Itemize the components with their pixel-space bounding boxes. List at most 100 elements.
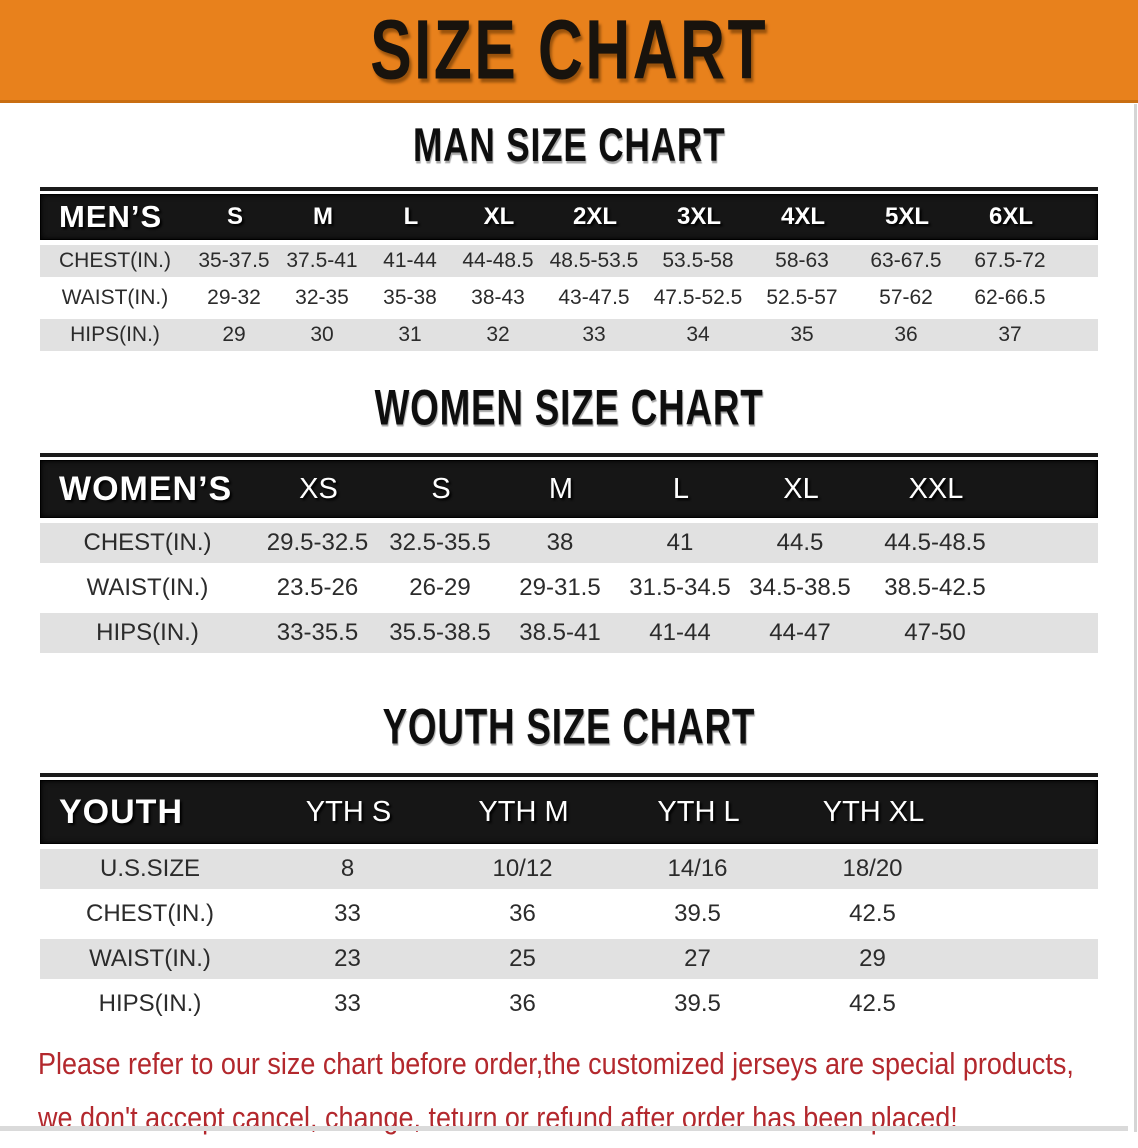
mens-size-6xl: 6XL xyxy=(988,203,1033,230)
size-value-cell: 33 xyxy=(582,323,606,346)
womens-size-m: M xyxy=(548,472,574,505)
mens-size-2xl: 2XL xyxy=(572,203,617,230)
youth-size-m: YTH M xyxy=(478,795,569,828)
page-right-edge-line xyxy=(1134,104,1137,1132)
youth-size-table: YOUTH YTH S YTH M YTH L YTH XL U.S.SIZE … xyxy=(40,773,1098,1024)
size-value-cell: 47.5-52.5 xyxy=(653,286,743,309)
size-value-cell: 37 xyxy=(998,323,1022,346)
banner: SIZE CHART xyxy=(0,0,1138,103)
youth-size-s: YTH S xyxy=(305,795,392,828)
size-value-cell: 38.5-41 xyxy=(519,619,601,646)
mens-size-table: MEN’S S M L XL 2XL 3XL 4XL 5XL 6XL CHEST… xyxy=(40,187,1098,351)
size-value-cell: 44-47 xyxy=(769,619,831,646)
size-value-cell: 52.5-57 xyxy=(766,286,838,309)
size-value-cell: 62-66.5 xyxy=(974,286,1046,309)
man-section-title: MAN SIZE CHART xyxy=(0,119,1138,172)
size-value-cell: 34 xyxy=(686,323,710,346)
size-value-cell: 42.5 xyxy=(849,990,896,1017)
size-value-cell: 10/12 xyxy=(492,855,553,882)
banner-title: SIZE CHART xyxy=(370,2,768,97)
size-value-cell: 26-29 xyxy=(409,574,471,601)
mens-header-row: MEN’S S M L XL 2XL 3XL 4XL 5XL 6XL xyxy=(40,194,1098,240)
size-value-cell: 38 xyxy=(546,529,574,556)
size-value-cell: 29-32 xyxy=(207,286,261,309)
size-value-cell: 31.5-34.5 xyxy=(629,574,731,601)
disclaimer-line-2: we don't accept cancel, change, teturn o… xyxy=(38,1094,1138,1148)
youth-section-title-text: YOUTH SIZE CHART xyxy=(382,697,756,755)
size-value-cell: 32 xyxy=(486,323,510,346)
size-value-cell: 14/16 xyxy=(667,855,728,882)
youth-table-topline xyxy=(40,773,1098,777)
youth-row-hips: HIPS(IN.) 33 36 39.5 42.5 xyxy=(40,984,1098,1024)
youth-section-title: YOUTH SIZE CHART xyxy=(0,697,1138,755)
womens-row-waist: WAIST(IN.) 23.5-26 26-29 29-31.5 31.5-34… xyxy=(40,568,1098,608)
youth-row-chest: CHEST(IN.) 33 36 39.5 42.5 xyxy=(40,894,1098,934)
man-section-title-text: MAN SIZE CHART xyxy=(412,119,726,172)
size-value-cell: 38.5-42.5 xyxy=(884,574,986,601)
womens-size-xs: XS xyxy=(299,472,338,505)
mens-size-m: M xyxy=(313,203,333,230)
womens-header-label: WOMEN’S xyxy=(59,469,233,508)
row-label: CHEST(IN.) xyxy=(86,900,214,927)
womens-size-xl: XL xyxy=(783,472,819,505)
size-value-cell: 31 xyxy=(398,323,422,346)
size-value-cell: 37.5-41 xyxy=(286,249,358,272)
row-label: WAIST(IN.) xyxy=(89,945,211,972)
mens-row-waist: WAIST(IN.) 29-32 32-35 35-38 38-43 43-47… xyxy=(40,282,1098,314)
size-value-cell: 33-35.5 xyxy=(276,619,359,646)
size-value-cell: 36 xyxy=(509,900,536,927)
size-value-cell: 35-38 xyxy=(383,286,437,309)
mens-size-s: S xyxy=(226,203,243,230)
size-value-cell: 33 xyxy=(334,900,361,927)
mens-header-label: MEN’S xyxy=(59,199,163,234)
disclaimer-line-1-text: Please refer to our size chart before or… xyxy=(38,1046,1074,1081)
mens-size-l: L xyxy=(403,203,419,230)
size-value-cell: 29 xyxy=(222,323,246,346)
size-value-cell: 32-35 xyxy=(295,286,349,309)
size-value-cell: 36 xyxy=(894,323,918,346)
size-value-cell: 29.5-32.5 xyxy=(266,529,369,556)
youth-header-row: YOUTH YTH S YTH M YTH L YTH XL xyxy=(40,780,1098,844)
size-value-cell: 39.5 xyxy=(674,990,721,1017)
size-value-cell: 39.5 xyxy=(674,900,721,927)
size-value-cell: 36 xyxy=(509,990,536,1017)
size-value-cell: 44-48.5 xyxy=(462,249,534,272)
size-value-cell: 23.5-26 xyxy=(276,574,359,601)
row-label: WAIST(IN.) xyxy=(61,286,169,309)
row-label: CHEST(IN.) xyxy=(59,249,171,272)
size-value-cell: 29-31.5 xyxy=(519,574,601,601)
disclaimer-line-1: Please refer to our size chart before or… xyxy=(38,1040,1138,1094)
row-label: HIPS(IN.) xyxy=(70,323,160,346)
row-label: U.S.SIZE xyxy=(99,855,201,882)
womens-row-hips: HIPS(IN.) 33-35.5 35.5-38.5 38.5-41 41-4… xyxy=(40,613,1098,653)
row-label: CHEST(IN.) xyxy=(83,529,212,556)
womens-table-topline xyxy=(40,453,1098,457)
size-value-cell: 42.5 xyxy=(849,900,896,927)
mens-size-3xl: 3XL xyxy=(676,203,721,230)
youth-header-label: YOUTH xyxy=(59,792,183,831)
womens-row-chest: CHEST(IN.) 29.5-32.5 32.5-35.5 38 41 44.… xyxy=(40,523,1098,563)
size-value-cell: 18/20 xyxy=(842,855,903,882)
size-value-cell: 25 xyxy=(509,945,536,972)
women-section-title: WOMEN SIZE CHART xyxy=(0,381,1138,433)
size-value-cell: 67.5-72 xyxy=(974,249,1046,272)
womens-size-table: WOMEN’S XS S M L XL XXL CHEST(IN.) 29.5-… xyxy=(40,453,1098,653)
size-value-cell: 38-43 xyxy=(471,286,525,309)
size-value-cell: 63-67.5 xyxy=(870,249,942,272)
size-value-cell: 41 xyxy=(666,529,694,556)
size-value-cell: 41-44 xyxy=(649,619,711,646)
mens-size-xl: XL xyxy=(483,203,515,230)
disclaimer: Please refer to our size chart before or… xyxy=(38,1040,1138,1148)
row-label: HIPS(IN.) xyxy=(96,619,199,646)
page-bottom-edge-line xyxy=(0,1126,1128,1131)
mens-row-hips: HIPS(IN.) 29 30 31 32 33 34 35 36 37 xyxy=(40,319,1098,351)
size-value-cell: 43-47.5 xyxy=(558,286,630,309)
row-label: HIPS(IN.) xyxy=(98,990,202,1017)
size-value-cell: 53.5-58 xyxy=(662,249,734,272)
size-value-cell: 8 xyxy=(340,855,355,882)
youth-size-xl: YTH XL xyxy=(822,795,925,828)
youth-row-ussize: U.S.SIZE 8 10/12 14/16 18/20 xyxy=(40,849,1098,889)
size-value-cell: 23 xyxy=(334,945,361,972)
size-value-cell: 44.5 xyxy=(776,529,824,556)
mens-table-topline xyxy=(40,187,1098,191)
